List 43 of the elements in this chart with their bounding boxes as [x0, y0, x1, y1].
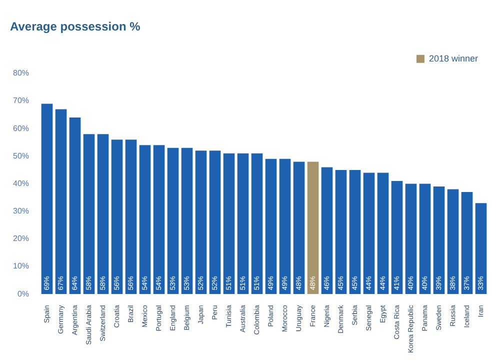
bar [349, 170, 361, 294]
y-tick-label: 30% [12, 206, 30, 216]
bar [447, 189, 459, 294]
y-tick-label: 40% [12, 178, 30, 188]
bar [181, 148, 193, 294]
bar [83, 134, 95, 294]
bar [419, 184, 431, 294]
bar [433, 186, 445, 294]
y-tick-label: 80% [12, 68, 30, 78]
bar [69, 118, 81, 294]
y-tick-label: 70% [12, 96, 30, 106]
bar [237, 153, 249, 294]
bar [153, 145, 165, 294]
bar [293, 162, 305, 294]
bar [461, 192, 473, 294]
bar [475, 203, 487, 294]
bar [307, 162, 319, 294]
bar [111, 140, 123, 294]
chart-title: Average possession % [10, 20, 141, 34]
bar [377, 172, 389, 294]
y-tick-label: 50% [12, 151, 30, 160]
bar [167, 148, 179, 294]
bar [195, 150, 207, 294]
bar [209, 150, 221, 294]
bar [391, 181, 403, 294]
y-tick-label: 20% [12, 234, 30, 244]
bar [335, 170, 347, 294]
legend-label: 2018 winner [428, 53, 478, 64]
bar [363, 172, 375, 294]
bar [265, 158, 277, 294]
y-tick-label: 60% [12, 124, 30, 133]
bar [251, 153, 263, 294]
bar [125, 140, 137, 294]
bar [279, 158, 291, 294]
bar [321, 167, 333, 294]
bar [55, 109, 67, 294]
bar [41, 104, 53, 294]
y-tick-label: 0% [17, 289, 30, 298]
bar [97, 134, 109, 294]
y-tick-label: 10% [12, 262, 30, 271]
bar [405, 184, 417, 294]
bar [223, 153, 235, 294]
bar [139, 145, 151, 294]
